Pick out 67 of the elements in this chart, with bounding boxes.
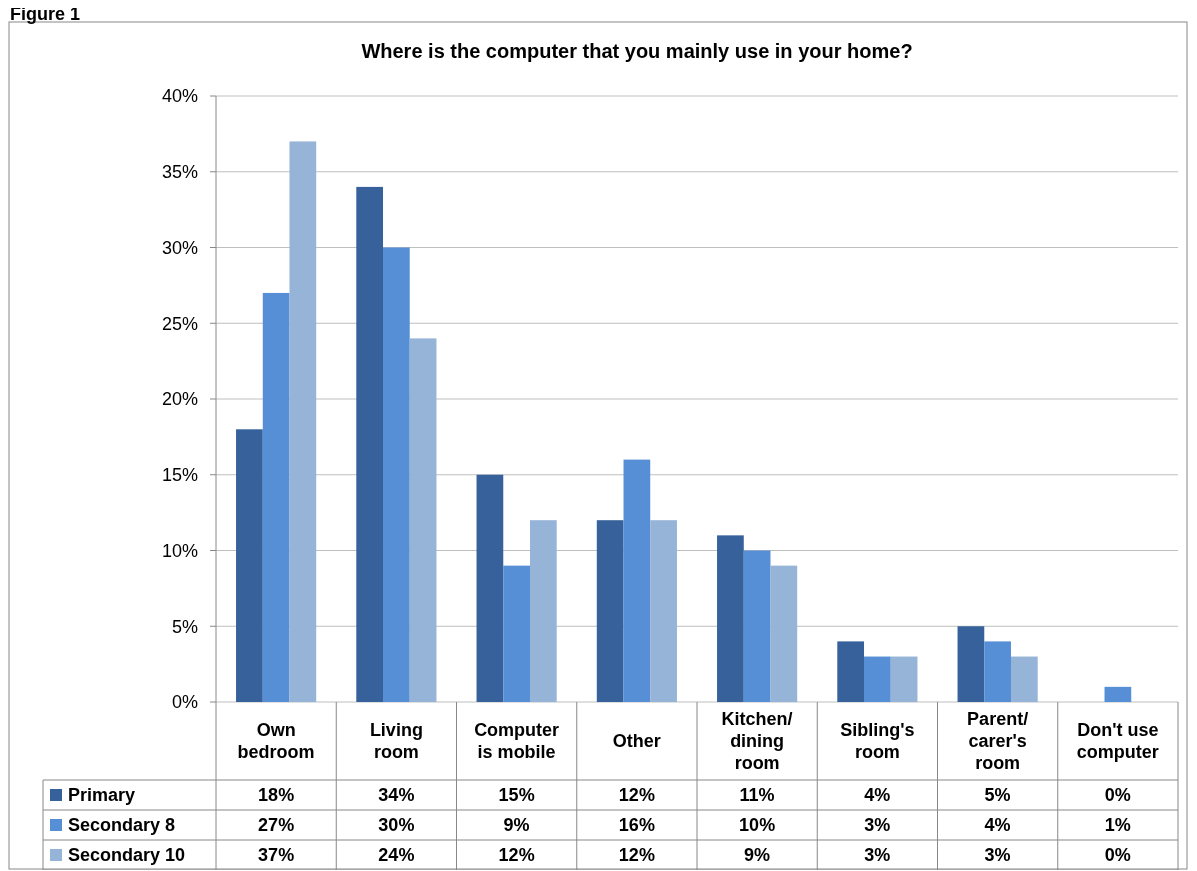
- data-label: 3%: [864, 845, 891, 866]
- x-tick-label: Living room: [369, 720, 423, 763]
- x-tick-label: Parent/ carer's room: [967, 709, 1029, 774]
- bar: [503, 565, 530, 702]
- bar: [650, 520, 677, 702]
- bar: [476, 474, 504, 702]
- data-label: 5%: [984, 785, 1011, 806]
- bar: [890, 656, 918, 702]
- bar: [236, 429, 263, 702]
- data-label: 15%: [498, 785, 535, 806]
- y-tick-label: 40%: [161, 86, 198, 107]
- data-label: 3%: [864, 815, 891, 836]
- bar: [1104, 686, 1132, 702]
- data-label: 12%: [618, 845, 655, 866]
- x-tick-label: Don't use computer: [1076, 720, 1159, 763]
- bar: [356, 186, 384, 702]
- x-tick-label: Other: [612, 731, 661, 752]
- bar: [262, 292, 290, 702]
- bar: [837, 641, 865, 702]
- data-label: 1%: [1104, 815, 1131, 836]
- data-label: 24%: [378, 845, 415, 866]
- bar: [743, 550, 771, 702]
- y-tick-label: 35%: [161, 162, 198, 183]
- x-tick-label: Kitchen/ dining room: [721, 709, 793, 774]
- chart-title: Where is the computer that you mainly use in your home?: [361, 40, 913, 62]
- data-label: 4%: [984, 815, 1011, 836]
- data-label: 16%: [618, 815, 655, 836]
- data-label: 18%: [258, 785, 295, 806]
- data-label: 27%: [258, 815, 295, 836]
- y-tick-label: 15%: [161, 465, 198, 486]
- data-label: 34%: [378, 785, 415, 806]
- x-tick-label: Own bedroom: [237, 720, 315, 763]
- y-tick-label: 10%: [161, 540, 198, 561]
- data-label: 9%: [744, 845, 771, 866]
- legend-label: Primary: [68, 785, 136, 806]
- bar: [984, 641, 1011, 702]
- bar: [623, 459, 651, 702]
- y-tick-label: 20%: [161, 389, 198, 410]
- y-tick-label: 0%: [171, 692, 198, 713]
- bar: [957, 626, 985, 702]
- data-label: 11%: [739, 785, 775, 806]
- bar: [596, 520, 624, 702]
- data-label: 12%: [498, 845, 535, 866]
- data-label: 3%: [984, 845, 1011, 866]
- x-tick-label: Computer is mobile: [474, 720, 560, 763]
- data-label: 0%: [1104, 845, 1131, 866]
- bar: [383, 247, 410, 702]
- bar: [529, 520, 557, 702]
- data-label: 9%: [503, 815, 530, 836]
- legend-label: Secondary 10: [68, 845, 186, 866]
- bar: [864, 656, 891, 702]
- data-label: 12%: [618, 785, 655, 806]
- legend-label: Secondary 8: [68, 815, 176, 836]
- data-label: 0%: [1104, 785, 1131, 806]
- bar: [770, 565, 798, 702]
- y-tick-label: 25%: [161, 313, 198, 334]
- data-label: 37%: [258, 845, 295, 866]
- y-tick-label: 5%: [171, 616, 198, 637]
- x-tick-label: Sibling's room: [840, 720, 915, 763]
- y-tick-label: 30%: [161, 237, 198, 258]
- data-label: 30%: [378, 815, 415, 836]
- data-label: 4%: [864, 785, 891, 806]
- bar: [1010, 656, 1038, 702]
- bar: [289, 141, 317, 702]
- data-label: 10%: [739, 815, 776, 836]
- bar: [717, 535, 744, 702]
- bar: [409, 338, 437, 702]
